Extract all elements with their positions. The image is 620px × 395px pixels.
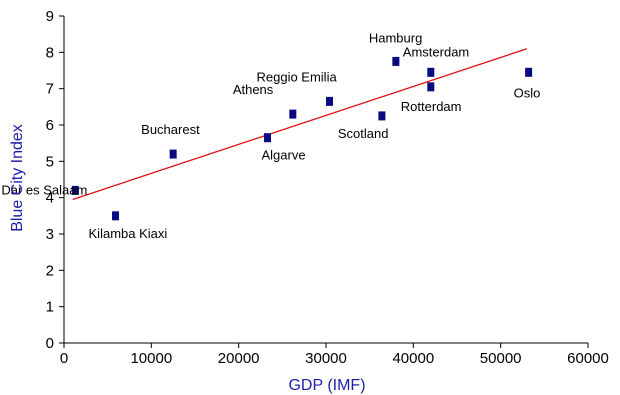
point-label: Reggio Emilia <box>256 69 337 84</box>
data-point <box>325 96 333 106</box>
data-point <box>71 185 79 195</box>
y-axis-title: Blue City Index <box>9 124 26 232</box>
data-point <box>392 56 400 66</box>
trendline <box>72 48 528 201</box>
data-point <box>263 133 271 143</box>
y-tick-label: 4 <box>46 190 54 207</box>
data-point <box>378 111 386 121</box>
y-tick-label: 6 <box>46 117 54 134</box>
point-label: Rotterdam <box>401 99 462 114</box>
y-tick-label: 0 <box>46 335 54 352</box>
trendline-group <box>72 48 528 201</box>
y-tick-label: 7 <box>46 81 54 98</box>
y-tick-label: 9 <box>46 8 54 25</box>
y-tick-label: 8 <box>46 44 54 61</box>
x-tick-label: 0 <box>60 350 68 367</box>
y-tick-label: 5 <box>46 153 54 170</box>
tick-labels: 0 1 2 3 4 5 6 7 8 9 0 10000 20000 30000 40000 50000 6000… <box>46 8 609 367</box>
x-axis-title: GDP (IMF) <box>288 377 365 394</box>
point-label: Algarve <box>261 148 305 163</box>
x-tick-label: 40000 <box>392 350 434 367</box>
point-label: Hamburg <box>369 30 422 45</box>
x-tick-label: 20000 <box>218 350 260 367</box>
points <box>71 56 533 221</box>
y-tick-label: 3 <box>46 226 54 243</box>
x-tick-label: 60000 <box>567 350 609 367</box>
data-point <box>427 67 435 77</box>
data-point <box>525 67 533 77</box>
point-label: Amsterdam <box>403 44 469 59</box>
y-tick-label: 2 <box>46 262 54 279</box>
x-tick-label: 30000 <box>305 350 347 367</box>
y-tick-label: 1 <box>46 299 54 316</box>
axes <box>59 15 589 348</box>
x-tick-label: 50000 <box>480 350 522 367</box>
x-tick-label: 10000 <box>130 350 172 367</box>
data-point <box>289 109 297 119</box>
point-label: Bucharest <box>141 122 200 137</box>
point-label: Kilamba Kiaxi <box>89 226 168 241</box>
data-point <box>427 82 435 92</box>
data-point <box>112 211 120 221</box>
point-label: Scotland <box>338 126 389 141</box>
point-label: Dar es Salaam <box>1 182 87 197</box>
data-point <box>169 149 177 159</box>
point-labels: Dar es Salaam Kilamba Kiaxi Bucharest Algar… <box>1 30 540 240</box>
point-label: Oslo <box>514 85 541 100</box>
point-label: Athens <box>233 82 274 97</box>
